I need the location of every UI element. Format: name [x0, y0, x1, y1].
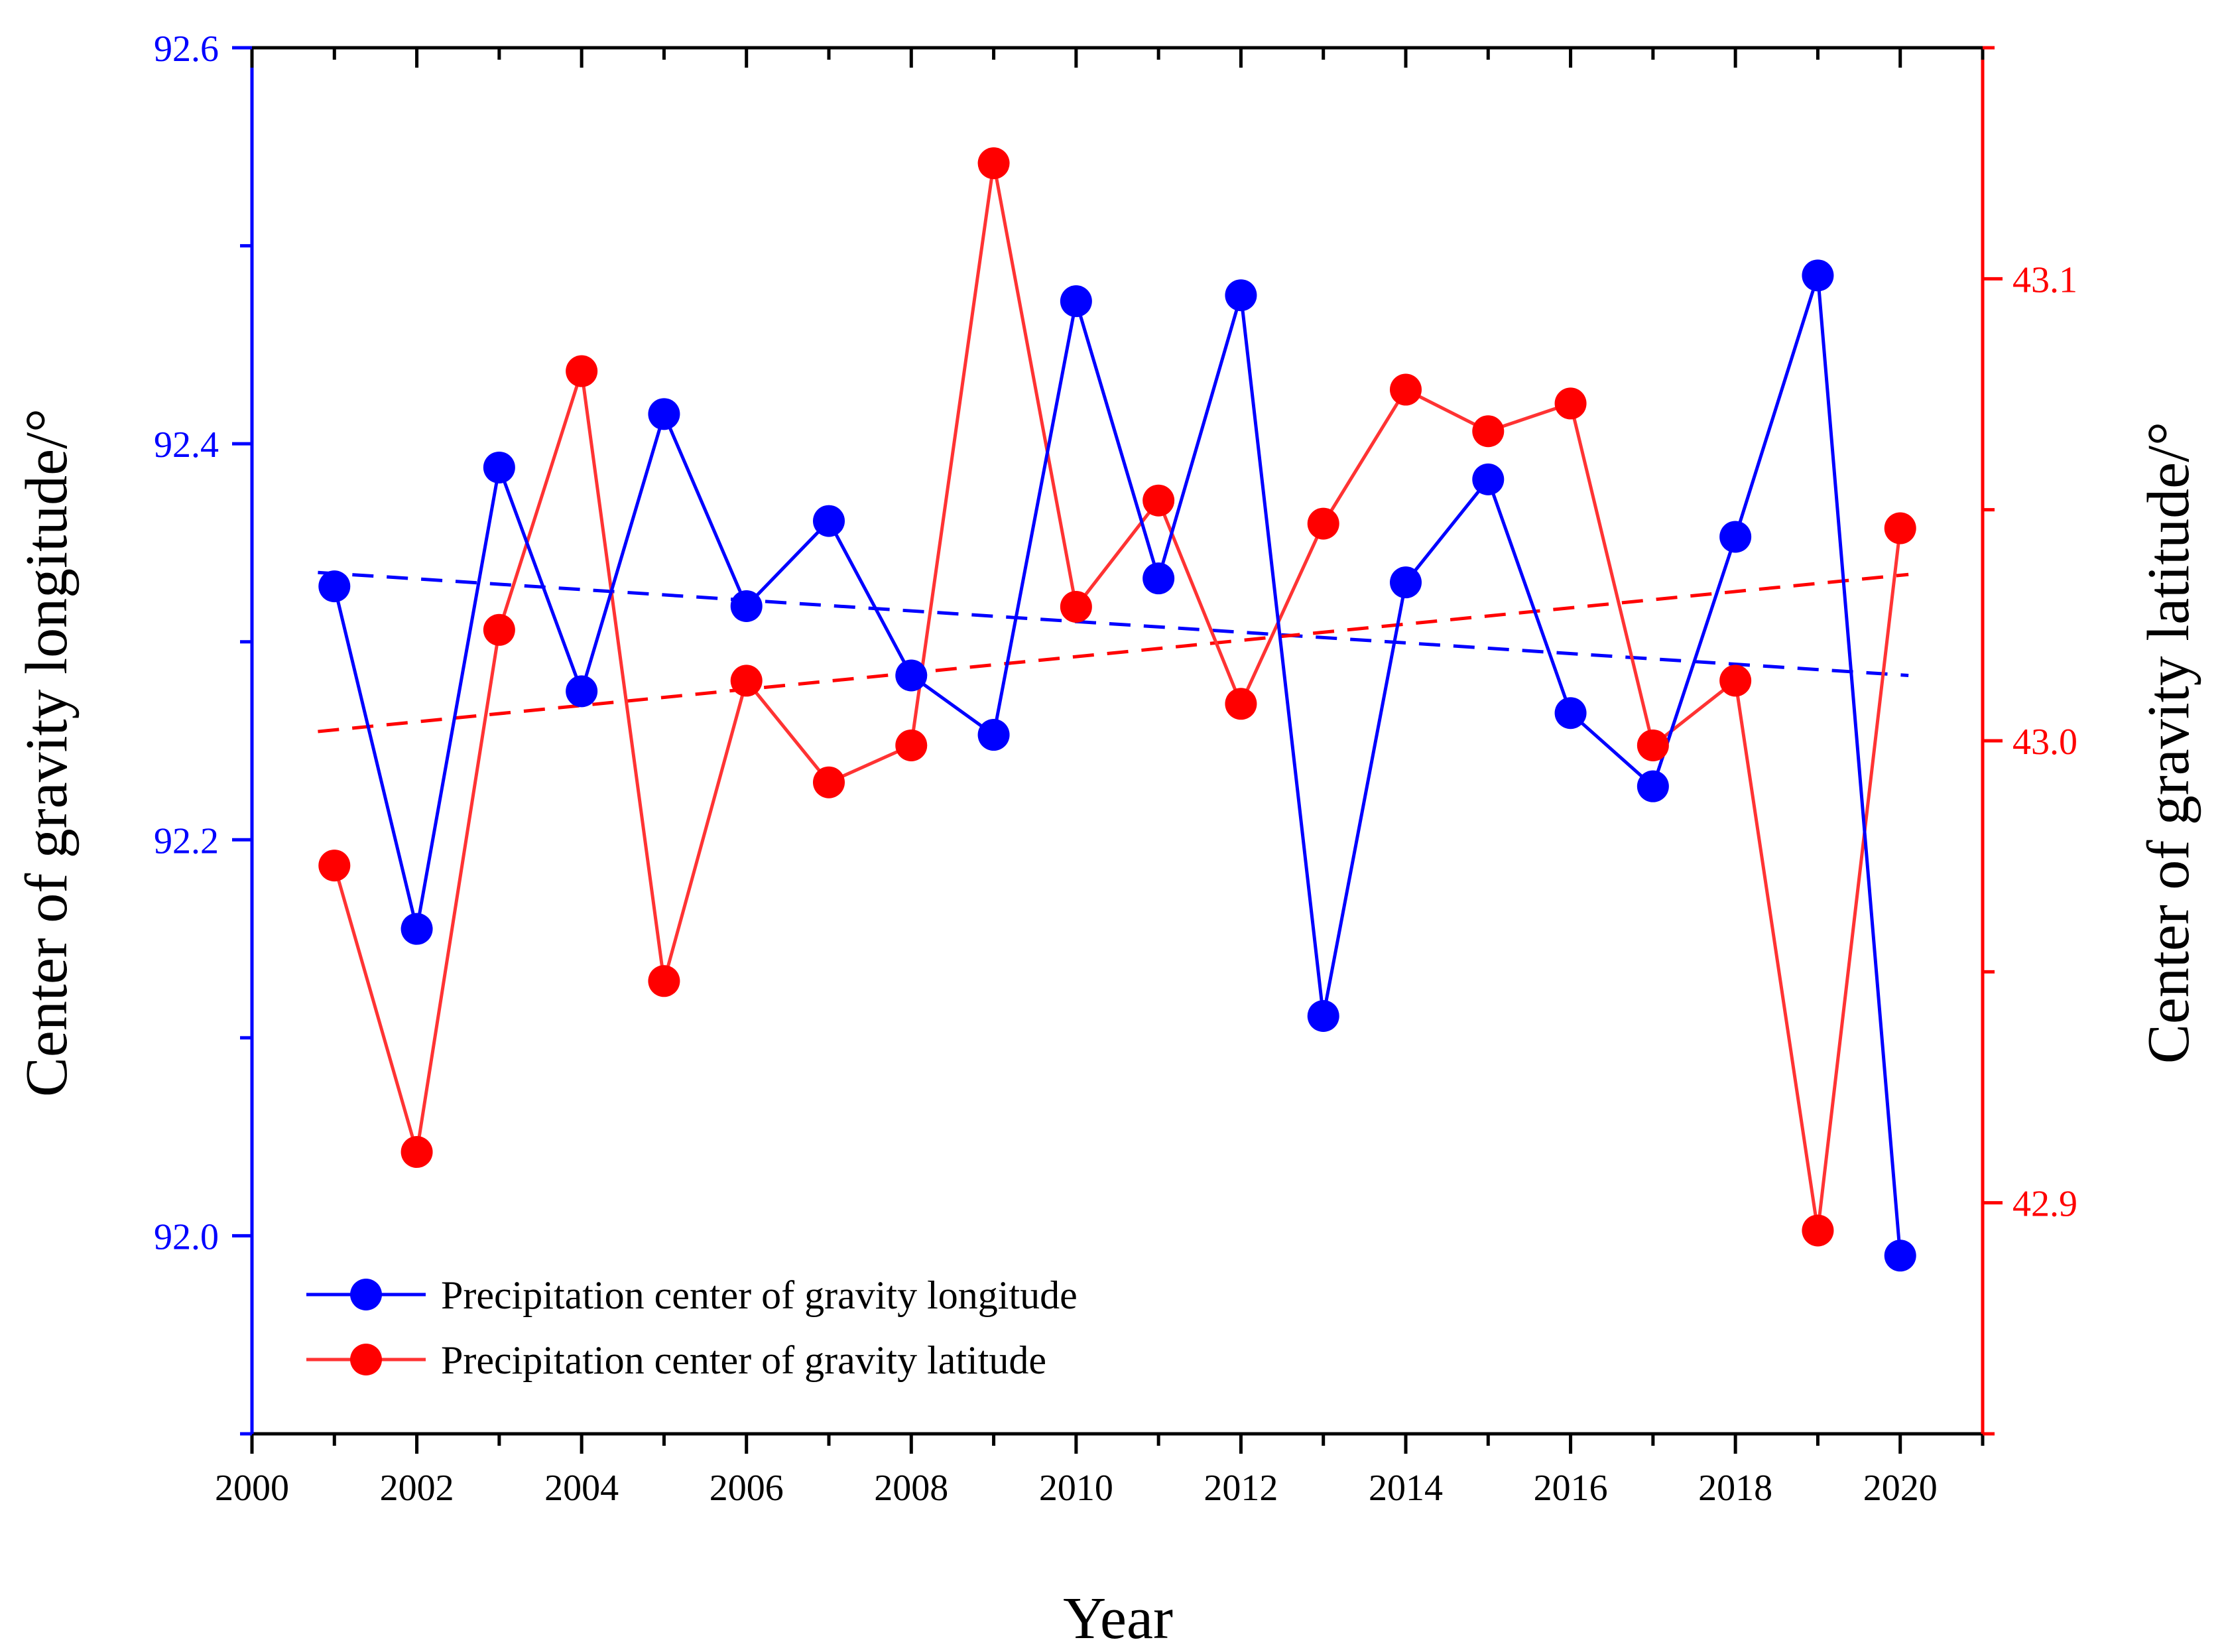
point-longitude-2014 [1390, 566, 1422, 599]
x-tick-label: 2012 [1204, 1468, 1278, 1509]
point-latitude-2007 [813, 766, 845, 798]
point-longitude-2003 [483, 451, 515, 483]
legend-marker-longitude [350, 1279, 382, 1310]
point-latitude-2009 [977, 147, 1010, 180]
point-longitude-2007 [813, 505, 845, 537]
trend-line-latitude [318, 572, 1909, 733]
point-latitude-2003 [483, 613, 515, 646]
left-tick-label: 92.0 [154, 1216, 219, 1257]
point-longitude-2015 [1472, 463, 1505, 495]
point-longitude-2002 [401, 913, 433, 945]
trend-lines [318, 570, 1909, 733]
x-tick-label: 2002 [380, 1468, 454, 1509]
point-longitude-2013 [1307, 1000, 1339, 1033]
legend-label-latitude: Precipitation center of gravity latitude [441, 1338, 1046, 1382]
point-longitude-2005 [648, 398, 680, 430]
left-axis-title: Center of gravity longitude/° [14, 409, 80, 1097]
trend-line-longitude [318, 570, 1909, 677]
legend: Precipitation center of gravity longitud… [306, 1273, 1078, 1382]
point-latitude-2016 [1554, 387, 1587, 420]
point-longitude-2004 [566, 675, 598, 708]
point-latitude-2008 [895, 729, 928, 761]
x-tick-label: 2004 [544, 1468, 619, 1509]
x-tick-label: 2018 [1698, 1468, 1772, 1509]
left-tick-label: 92.6 [154, 29, 219, 70]
left-tick-label: 92.2 [154, 820, 219, 861]
right-axis-title: Center of gravity latitude/° [2136, 422, 2201, 1064]
x-tick-label: 2006 [710, 1468, 784, 1509]
point-latitude-2018 [1719, 665, 1752, 697]
series-lines [332, 162, 1902, 1256]
point-longitude-2018 [1719, 521, 1752, 553]
point-latitude-2011 [1143, 484, 1175, 517]
point-latitude-2014 [1390, 373, 1422, 406]
point-latitude-2020 [1884, 512, 1916, 544]
point-latitude-2015 [1472, 415, 1505, 448]
series-points [318, 147, 1916, 1272]
x-tick-label: 2014 [1369, 1468, 1443, 1509]
x-tick-label: 2016 [1534, 1468, 1608, 1509]
axes: 2000 2002 2004 2006 2008 2010 2012 2014 2016 2018… [154, 29, 2077, 1509]
series-line-longitude [332, 275, 1902, 1256]
point-latitude-2017 [1637, 729, 1669, 761]
left-tick-label: 92.4 [154, 424, 219, 466]
x-tick-label: 2010 [1039, 1468, 1113, 1509]
point-longitude-2016 [1554, 697, 1587, 730]
point-longitude-2019 [1802, 259, 1834, 292]
point-longitude-2017 [1637, 770, 1669, 802]
point-latitude-2019 [1802, 1214, 1834, 1247]
x-axis-title: Year [1063, 1586, 1173, 1651]
point-latitude-2012 [1225, 688, 1257, 720]
point-longitude-2012 [1225, 279, 1257, 312]
point-longitude-2011 [1143, 562, 1175, 595]
right-tick-label: 43.1 [2012, 259, 2077, 300]
legend-marker-latitude [350, 1344, 382, 1375]
x-tick-label: 2008 [874, 1468, 948, 1509]
point-longitude-2006 [730, 590, 763, 622]
point-longitude-2008 [895, 659, 928, 692]
point-longitude-2001 [318, 570, 351, 603]
point-latitude-2006 [730, 665, 763, 697]
point-latitude-2005 [648, 965, 680, 997]
point-longitude-2020 [1884, 1239, 1916, 1272]
right-tick-label: 42.9 [2012, 1184, 2077, 1225]
point-longitude-2009 [977, 719, 1010, 751]
legend-label-longitude: Precipitation center of gravity longitud… [441, 1273, 1078, 1317]
series-line-latitude [332, 162, 1902, 1231]
point-latitude-2001 [318, 850, 351, 882]
right-tick-label: 43.0 [2012, 722, 2077, 763]
x-tick-label: 2000 [215, 1468, 289, 1509]
point-latitude-2004 [566, 355, 598, 387]
point-latitude-2010 [1060, 590, 1092, 623]
point-latitude-2013 [1307, 507, 1339, 540]
point-latitude-2002 [401, 1136, 433, 1169]
point-longitude-2010 [1060, 285, 1092, 318]
x-tick-label: 2020 [1863, 1468, 1938, 1509]
